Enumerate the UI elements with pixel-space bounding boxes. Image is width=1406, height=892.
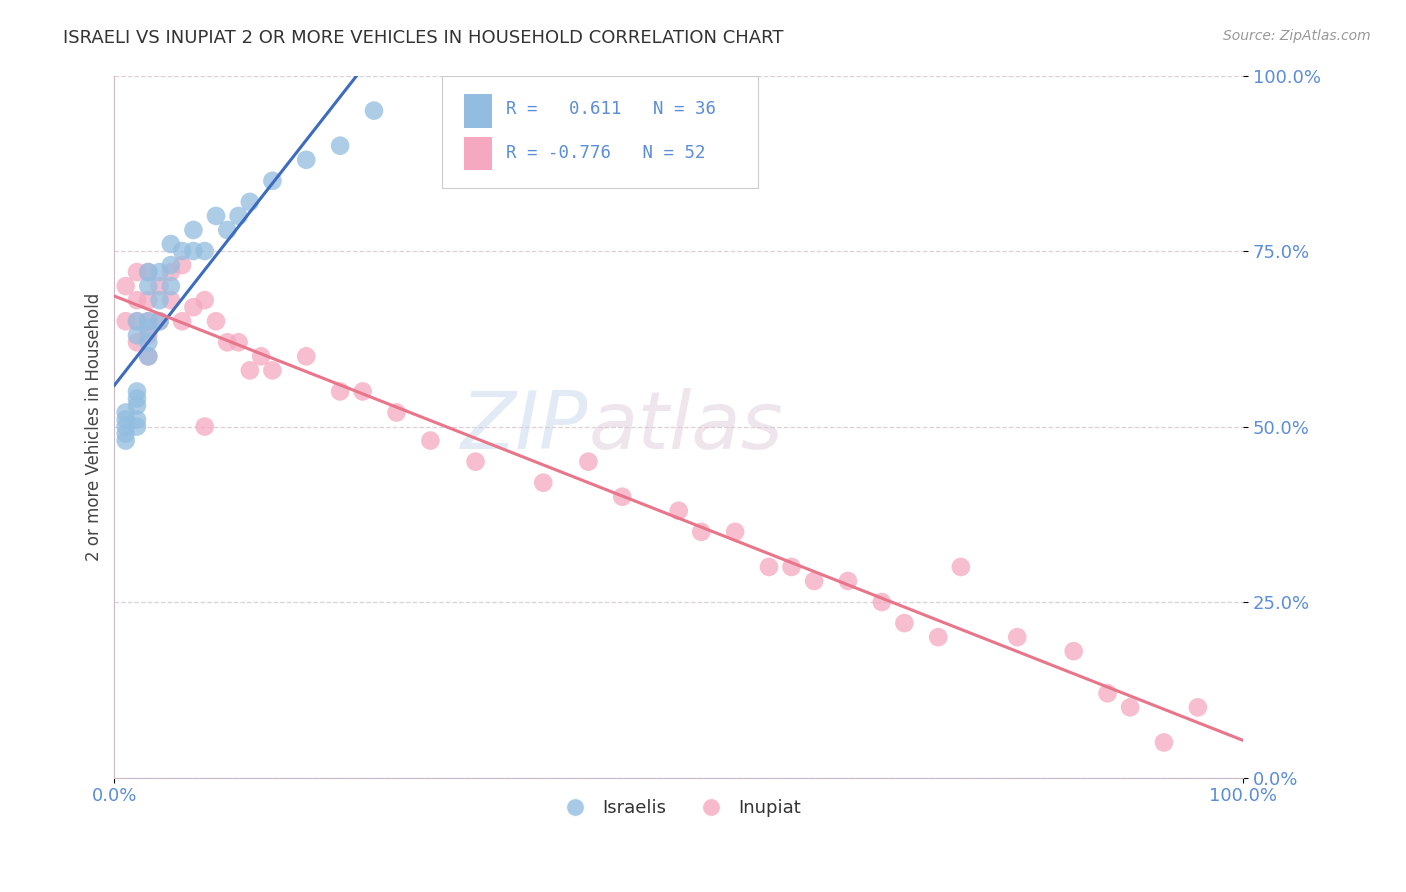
Text: Source: ZipAtlas.com: Source: ZipAtlas.com (1223, 29, 1371, 43)
Point (136, 265, 159, 279)
Point (363, 103, 385, 118)
Point (125, 314, 148, 328)
Point (329, 384, 352, 399)
Point (148, 279, 170, 293)
Point (114, 419, 136, 434)
Point (160, 293, 183, 308)
Point (136, 314, 159, 328)
FancyBboxPatch shape (441, 76, 758, 188)
Point (464, 455, 486, 469)
Point (194, 293, 217, 308)
Point (239, 194, 262, 209)
Point (125, 384, 148, 399)
Point (148, 314, 170, 328)
Point (136, 335, 159, 350)
Point (668, 504, 690, 518)
Point (172, 314, 194, 328)
Point (183, 223, 205, 237)
Point (612, 490, 634, 504)
Legend: Israelis, Inupiat: Israelis, Inupiat (550, 792, 808, 825)
Point (183, 244, 205, 258)
Point (295, 349, 318, 363)
Text: ISRAELI VS INUPIAT 2 OR MORE VEHICLES IN HOUSEHOLD CORRELATION CHART: ISRAELI VS INUPIAT 2 OR MORE VEHICLES IN… (63, 29, 783, 46)
Point (125, 412, 148, 426)
Point (893, 616, 915, 631)
Point (239, 363, 262, 377)
Point (724, 524, 747, 539)
Point (295, 153, 318, 167)
Point (870, 595, 893, 609)
Point (136, 314, 159, 328)
Point (125, 335, 148, 350)
Point (125, 399, 148, 413)
Point (385, 405, 408, 419)
Point (136, 265, 159, 279)
Point (949, 560, 972, 574)
Point (217, 335, 239, 350)
Text: ZIP: ZIP (461, 387, 588, 466)
Point (160, 258, 183, 272)
Point (148, 293, 170, 308)
Point (262, 174, 284, 188)
Point (1153, 735, 1175, 749)
Point (136, 328, 159, 343)
Point (160, 279, 183, 293)
Point (114, 412, 136, 426)
Text: atlas: atlas (588, 387, 783, 466)
Text: R =   0.611   N = 36: R = 0.611 N = 36 (506, 100, 716, 119)
Point (125, 293, 148, 308)
Point (172, 258, 194, 272)
Point (329, 138, 352, 153)
Point (125, 314, 148, 328)
Point (160, 237, 183, 252)
Point (125, 328, 148, 343)
Point (125, 265, 148, 279)
Point (250, 349, 273, 363)
Point (183, 300, 205, 314)
Point (228, 209, 250, 223)
Point (160, 265, 183, 279)
Point (837, 574, 859, 588)
Point (1063, 644, 1085, 658)
Text: R = -0.776   N = 52: R = -0.776 N = 52 (506, 144, 706, 161)
Point (136, 279, 159, 293)
Point (172, 244, 194, 258)
Point (927, 630, 949, 644)
Point (194, 244, 217, 258)
Point (1187, 700, 1209, 714)
Point (148, 265, 170, 279)
Point (228, 335, 250, 350)
Point (217, 223, 239, 237)
Bar (464, 136, 492, 170)
Y-axis label: 2 or more Vehicles in Household: 2 or more Vehicles in Household (86, 293, 103, 561)
Point (114, 314, 136, 328)
Point (262, 363, 284, 377)
Point (125, 419, 148, 434)
Point (205, 314, 228, 328)
Point (114, 434, 136, 448)
Point (148, 314, 170, 328)
Point (780, 560, 803, 574)
Point (352, 384, 374, 399)
Point (531, 475, 554, 490)
Point (114, 279, 136, 293)
Point (1119, 700, 1142, 714)
Bar (464, 95, 492, 128)
Point (114, 405, 136, 419)
Point (419, 434, 441, 448)
Point (576, 455, 599, 469)
Point (136, 293, 159, 308)
Point (136, 349, 159, 363)
Point (690, 524, 713, 539)
Point (136, 349, 159, 363)
Point (194, 419, 217, 434)
Point (205, 209, 228, 223)
Point (114, 426, 136, 441)
Point (1007, 630, 1029, 644)
Point (1097, 686, 1119, 700)
Point (136, 321, 159, 335)
Point (803, 574, 825, 588)
Point (758, 560, 780, 574)
Point (125, 392, 148, 406)
